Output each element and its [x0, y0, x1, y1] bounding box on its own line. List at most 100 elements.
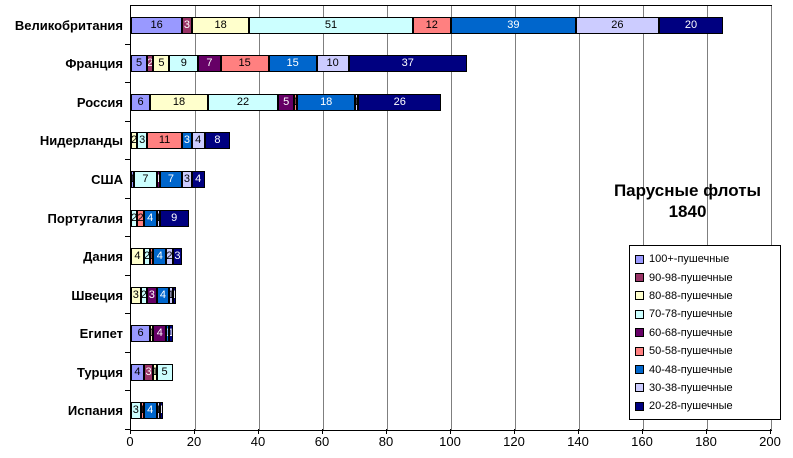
bar-segment: 2 — [143, 248, 151, 265]
y-axis-tick — [125, 121, 130, 122]
gridline-x-160 — [643, 6, 644, 430]
legend-item: 20-28-пушечные — [635, 397, 777, 415]
legend-swatch-icon — [635, 401, 644, 411]
chart-title-line1: Парусные флоты — [613, 181, 762, 200]
bar-segment: 6 — [131, 94, 151, 111]
x-axis-label: 100 — [439, 434, 461, 449]
bar-segment: 3 — [131, 402, 141, 419]
bar-segment: 1 — [156, 171, 160, 188]
x-axis-tick — [258, 429, 259, 434]
bar-segment: 9 — [169, 55, 199, 72]
legend-label: 50-58-пушечные — [649, 345, 733, 358]
legend-swatch-icon — [635, 291, 644, 301]
bar-segment: 22 — [207, 94, 279, 111]
bar-segment: 2 — [131, 132, 138, 149]
bar-segment: 15 — [268, 55, 317, 72]
bar-segment: 1 — [150, 248, 154, 265]
bar-segment: 18 — [150, 94, 208, 111]
bar-segment: 1 — [169, 325, 173, 342]
bar-segment: 3 — [131, 287, 141, 304]
bar-row-Турция: 4315 — [131, 364, 771, 381]
category-label: Швеция — [71, 288, 123, 303]
bar-segment: 15 — [220, 55, 269, 72]
bar-row-Египет: 61411 — [131, 325, 771, 342]
category-label: Россия — [76, 95, 123, 110]
legend-item: 90-98-пушечные — [635, 268, 777, 286]
category-label: Великобритания — [14, 18, 123, 33]
bar-segment: 26 — [575, 17, 659, 34]
bar-segment: 4 — [156, 287, 170, 304]
legend-swatch-icon — [635, 365, 644, 375]
legend-item: 100+-пушечные — [635, 250, 777, 268]
x-axis-label: 160 — [631, 434, 653, 449]
bar-segment: 2 — [140, 287, 147, 304]
y-axis-tick — [125, 352, 130, 353]
bar-segment: 5 — [153, 55, 170, 72]
bar-segment: 4 — [191, 171, 205, 188]
legend-label: 20-28-пушечные — [649, 400, 733, 413]
bar-segment: 37 — [348, 55, 467, 72]
gridline-x-180 — [707, 6, 708, 430]
x-axis-tick — [514, 429, 515, 434]
x-axis-tick — [706, 429, 707, 434]
bar-segment: 2 — [137, 210, 144, 227]
x-axis-label: 120 — [503, 434, 525, 449]
bar-segment: 1 — [131, 171, 135, 188]
bar-segment: 2 — [131, 210, 138, 227]
x-axis-tick — [770, 429, 771, 434]
gridline-x-20 — [195, 6, 196, 430]
plot-area: 1631851123926205259715151037618225118126… — [130, 5, 772, 431]
bar-segment: 3 — [147, 287, 157, 304]
gridline-x-100 — [451, 6, 452, 430]
bar-segment: 18 — [297, 94, 355, 111]
chart-title: Парусные флоты 1840 — [585, 180, 790, 223]
bar-segment: 4 — [143, 210, 157, 227]
bar-segment: 11 — [147, 132, 183, 149]
bar-row-Россия: 618225118126 — [131, 94, 771, 111]
bar-segment: 2 — [166, 248, 173, 265]
legend-swatch-icon — [635, 328, 644, 338]
legend-swatch-icon — [635, 273, 644, 283]
bar-segment: 51 — [249, 17, 413, 34]
y-axis-tick — [125, 159, 130, 160]
x-axis-tick — [578, 429, 579, 434]
legend-swatch-icon — [635, 383, 644, 393]
legend-label: 40-48-пушечные — [649, 363, 733, 376]
bar-segment: 3 — [182, 17, 192, 34]
legend-item: 30-38-пушечные — [635, 379, 777, 397]
x-axis-label: 80 — [378, 434, 394, 449]
legend-item: 80-88-пушечные — [635, 287, 777, 305]
legend-label: 100+-пушечные — [649, 253, 730, 266]
y-axis-tick — [125, 82, 130, 83]
y-axis-tick — [125, 313, 130, 314]
legend: 100+-пушечные 90-98-пушечные 80-88-пушечны… — [629, 245, 781, 420]
bar-segment: 4 — [131, 248, 144, 265]
y-axis-tick — [125, 390, 130, 391]
bar-segment: 5 — [131, 55, 147, 72]
legend-item: 50-58-пушечные — [635, 342, 777, 360]
legend-item: 60-68-пушечные — [635, 324, 777, 342]
bar-segment: 4 — [131, 364, 144, 381]
bar-segment: 7 — [159, 171, 183, 188]
bar-segment: 16 — [131, 17, 183, 34]
gridline-x-60 — [323, 6, 324, 430]
category-label: США — [91, 172, 123, 187]
bar-segment: 4 — [153, 248, 167, 265]
bar-segment: 1 — [140, 402, 144, 419]
bar-segment: 4 — [191, 132, 205, 149]
x-axis-tick — [194, 429, 195, 434]
bar-segment: 3 — [182, 171, 192, 188]
bar-segment: 1 — [169, 287, 173, 304]
legend-item: 40-48-пушечные — [635, 360, 777, 378]
category-label: Испания — [67, 403, 123, 418]
category-label: Дания — [83, 249, 123, 264]
legend-item: 70-78-пушечные — [635, 305, 777, 323]
bar-segment: 1 — [294, 94, 298, 111]
category-label: Турция — [76, 365, 123, 380]
legend-swatch-icon — [635, 254, 644, 264]
chart-title-line2: 1840 — [668, 202, 707, 222]
bar-segment: 1 — [172, 287, 176, 304]
legend-label: 80-88-пушечные — [649, 289, 733, 302]
x-axis-label: 40 — [250, 434, 266, 449]
bar-segment: 39 — [451, 17, 576, 34]
